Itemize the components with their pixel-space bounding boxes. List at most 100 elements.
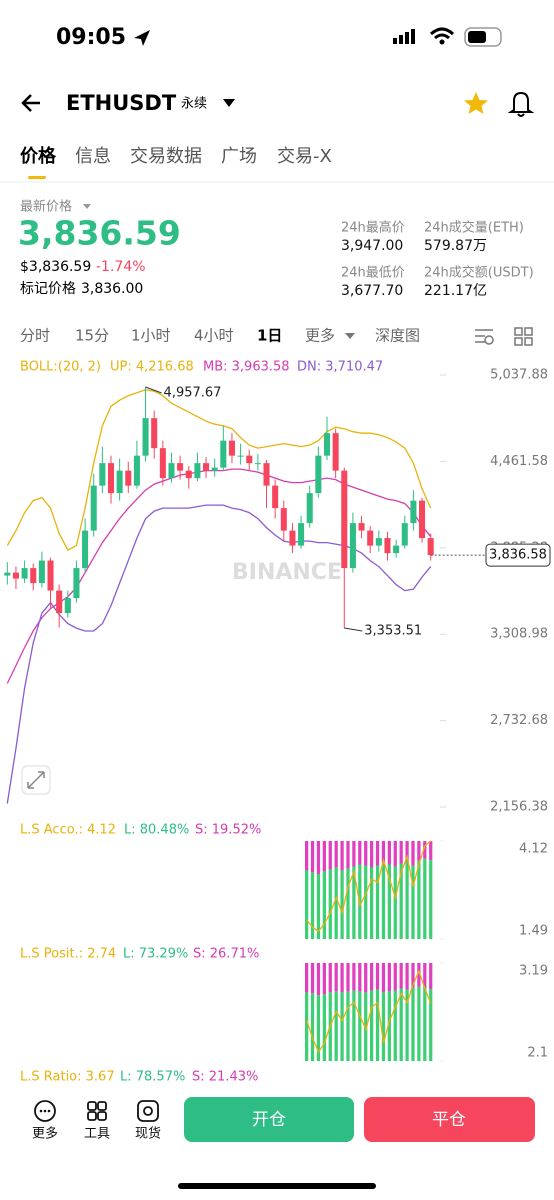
- indicator-short: S: 19.52%: [195, 823, 261, 838]
- interval[interactable]: 1小时: [131, 327, 171, 345]
- tab[interactable]: 交易-X: [277, 146, 332, 167]
- stat-label: 24h最低价: [341, 266, 405, 281]
- candle-body: [237, 455, 244, 457]
- open-label[interactable]: 开仓: [252, 1110, 286, 1130]
- short-bar: [411, 841, 415, 866]
- candle-body: [419, 500, 426, 539]
- candle-body: [21, 568, 28, 579]
- price-dropdown[interactable]: [83, 204, 91, 209]
- tool-icon[interactable]: [97, 1101, 107, 1111]
- long-bar: [387, 991, 391, 1061]
- more-dropdown[interactable]: [345, 333, 355, 339]
- stat-label: 24h成交量(ETH): [424, 220, 524, 236]
- price-change: -1.74%: [96, 259, 146, 275]
- last-price: 3,836.59: [18, 214, 181, 253]
- long-bar: [346, 868, 350, 939]
- interval[interactable]: 分时: [20, 327, 50, 345]
- tab[interactable]: 交易数据: [130, 146, 202, 167]
- candle-body: [82, 530, 89, 569]
- long-bar: [352, 866, 356, 939]
- spot-icon[interactable]: [137, 1100, 159, 1122]
- candle-body: [177, 463, 184, 471]
- long-bar: [305, 870, 309, 939]
- watermark: BINANCE: [232, 560, 342, 585]
- boll-lower: [6, 504, 432, 804]
- short-bar: [310, 963, 315, 994]
- symbol-dropdown[interactable]: [223, 99, 235, 107]
- tab[interactable]: 广场: [221, 146, 257, 167]
- y-tick-label: 3,308.98: [490, 627, 548, 642]
- candle-body: [211, 467, 218, 471]
- mark-label: 标记价格: [20, 281, 76, 297]
- nav-label[interactable]: 现货: [135, 1126, 161, 1142]
- ratio-line: [306, 840, 432, 933]
- candle-body: [47, 560, 54, 591]
- candle-body: [125, 470, 132, 486]
- candle-body: [90, 485, 97, 531]
- symbol[interactable]: ETHUSDT: [66, 91, 177, 115]
- long-bar: [387, 864, 391, 939]
- short-bar: [305, 841, 309, 871]
- nav-label[interactable]: 更多: [32, 1126, 58, 1142]
- interval[interactable]: 4小时: [194, 327, 234, 345]
- more-icon[interactable]: [34, 1100, 56, 1122]
- short-bar: [305, 963, 309, 993]
- more-dot: [39, 1109, 43, 1113]
- short-bar: [328, 841, 332, 870]
- long-bar: [393, 990, 397, 1061]
- long-bar: [322, 871, 326, 939]
- candle-body: [306, 493, 313, 524]
- stat-value: 579.87万: [424, 238, 487, 254]
- long-bar: [411, 865, 415, 939]
- back-button[interactable]: [21, 94, 40, 112]
- close-button[interactable]: [364, 1097, 535, 1142]
- short-bar: [393, 841, 397, 867]
- candle-body: [410, 500, 417, 524]
- tool-icon[interactable]: [87, 1111, 97, 1121]
- expand-button[interactable]: [21, 765, 51, 795]
- short-bar: [352, 963, 356, 991]
- layout-icon[interactable]: [514, 327, 533, 346]
- candle-body: [246, 455, 253, 464]
- candle-body: [228, 440, 235, 456]
- short-bar: [417, 963, 421, 987]
- mark-price: 3,836.00: [81, 281, 143, 297]
- short-bar: [358, 841, 362, 865]
- close-label[interactable]: 平仓: [432, 1110, 466, 1130]
- long-bar: [405, 989, 409, 1061]
- nav-label[interactable]: 工具: [84, 1127, 110, 1142]
- interval[interactable]: 深度图: [375, 327, 420, 345]
- short-bar: [334, 841, 338, 868]
- y-tick-label: 3.19: [519, 964, 548, 979]
- short-bar: [340, 963, 344, 993]
- interval[interactable]: 15分: [75, 327, 109, 345]
- current-box: [485, 543, 551, 567]
- indicator-settings-icon[interactable]: [475, 329, 494, 345]
- tool-icon[interactable]: [87, 1101, 97, 1111]
- indicator-label: L.S Posit.: 2.74: [20, 947, 116, 962]
- boll-label: BOLL:(20, 2): [20, 360, 101, 375]
- open-button[interactable]: [184, 1097, 354, 1142]
- tab[interactable]: 信息: [75, 146, 111, 167]
- stat-value: 221.17亿: [424, 283, 487, 299]
- candle-body: [323, 433, 331, 456]
- interval[interactable]: 更多: [305, 327, 335, 345]
- short-bar: [346, 841, 350, 869]
- candle-body: [142, 418, 149, 456]
- interval[interactable]: 1日: [257, 327, 282, 345]
- short-bar: [316, 963, 321, 996]
- favorite-star[interactable]: [464, 92, 488, 114]
- tab[interactable]: 价格: [20, 145, 57, 167]
- tool-icon[interactable]: [97, 1111, 107, 1121]
- candle-body: [367, 530, 374, 546]
- long-bar: [316, 874, 321, 939]
- candle-body: [315, 455, 322, 494]
- candle-body: [375, 538, 382, 546]
- bell-icon[interactable]: [507, 91, 535, 117]
- short-bar: [322, 963, 326, 995]
- boll-mid: [6, 468, 432, 684]
- boll-upper: [6, 389, 432, 551]
- long-bar: [375, 989, 380, 1061]
- short-bar: [370, 841, 374, 868]
